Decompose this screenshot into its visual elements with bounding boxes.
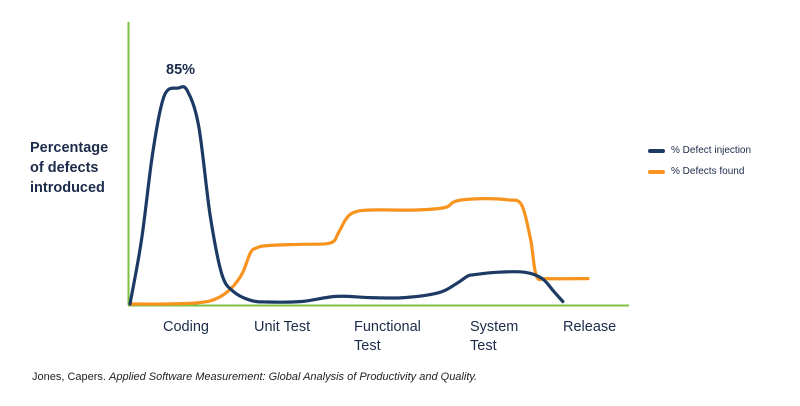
x-tick-label: Functional Test bbox=[354, 318, 421, 356]
series-line-defect-injection bbox=[128, 85, 565, 306]
x-tick-line: Coding bbox=[163, 319, 209, 335]
x-tick-label: System Test bbox=[470, 318, 518, 356]
caption-author: Jones, Capers. bbox=[32, 371, 106, 383]
caption-title: Applied Software Measurement: Global Ana… bbox=[109, 371, 478, 383]
legend-label-injection: % Defect injection bbox=[671, 145, 752, 156]
source-caption: Jones, Capers. Applied Software Measurem… bbox=[32, 371, 477, 383]
legend-item-found: % Defects found bbox=[648, 166, 744, 177]
x-tick-line: Test bbox=[470, 338, 497, 354]
x-tick-label: Coding bbox=[163, 318, 209, 337]
y-axis-label-line: Percentage bbox=[30, 140, 109, 156]
x-tick-line: Test bbox=[354, 338, 381, 354]
legend-swatch-injection bbox=[648, 148, 665, 153]
x-tick-line: Unit Test bbox=[254, 319, 311, 335]
legend-swatch-found bbox=[648, 169, 665, 174]
y-axis-label-line: of defects bbox=[30, 160, 99, 176]
y-axis-label-line: introduced bbox=[30, 180, 105, 196]
peak-annotation: 85% bbox=[166, 62, 196, 78]
legend-label-found: % Defects found bbox=[671, 166, 745, 177]
x-tick-label: Unit Test bbox=[254, 318, 310, 337]
y-axis-label: Percentage of defects introduced bbox=[30, 138, 140, 198]
x-tick-line: Release bbox=[563, 319, 617, 335]
legend-item-injection: % Defect injection bbox=[648, 145, 751, 156]
x-tick-label: Release bbox=[563, 318, 616, 337]
series-line-defects-found bbox=[128, 197, 590, 306]
x-tick-line: Functional bbox=[354, 319, 421, 335]
x-tick-line: System bbox=[470, 319, 519, 335]
